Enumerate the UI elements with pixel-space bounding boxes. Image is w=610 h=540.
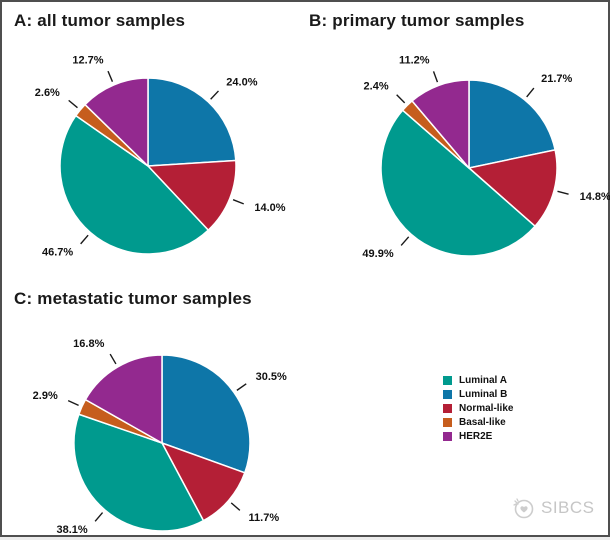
leader-tick [67,399,79,406]
legend-label: Luminal A [459,375,507,386]
slice-label: 2.6% [35,87,60,99]
slice-label: 16.8% [73,338,104,350]
pie-slice-luminal-b [161,354,251,474]
slice-label: 11.7% [249,512,280,524]
panel-a-title: A: all tumor samples [14,11,186,30]
sibcs-logo-icon [513,498,534,519]
pie-slice-her2e [84,354,163,444]
leader-tick [236,383,247,391]
leader-tick [107,70,114,82]
leader-tick [94,512,104,522]
pie-slice-normal-like [161,442,246,522]
leader-tick [232,199,244,205]
pie-slice-her2e [411,79,470,169]
pie-slice-normal-like [468,149,558,227]
legend-swatch-basal-like [443,418,452,427]
legend-item: Luminal B [443,389,513,400]
slice-label: 14.0% [254,202,285,214]
legend-label: Normal-like [459,403,514,414]
legend-swatch-her2e [443,432,452,441]
slice-label: 12.7% [72,55,103,67]
slice-label: 21.7% [541,73,572,85]
leader-tick [400,236,410,246]
leader-tick [526,87,535,98]
leader-tick [68,99,78,109]
watermark: SIBCS [511,496,595,520]
legend-label: HER2E [459,431,493,442]
leader-tick [230,502,241,511]
slice-label: 14.8% [580,191,610,203]
watermark-text: SIBCS [541,498,595,517]
pie-slice-her2e [84,77,149,167]
leader-tick [432,71,439,83]
slice-label: 38.1% [57,524,88,536]
leader-tick [557,190,569,195]
pie-slice-luminal-a [73,413,205,532]
slice-label: 30.5% [256,371,287,383]
legend-swatch-luminal-b [443,390,452,399]
leader-tick [109,353,117,365]
slice-label: 49.9% [362,248,393,260]
pie-slice-luminal-a [59,114,209,255]
legend-label: Luminal B [459,389,508,400]
leader-tick [210,90,219,100]
legend-item: Luminal A [443,375,513,386]
pie-slice-luminal-b [468,79,556,169]
leader-tick [396,94,406,104]
legend-item: Normal-like [443,403,514,414]
slice-label: 11.2% [399,55,430,67]
legend: Luminal A Luminal B Normal-like Basal-li… [443,375,514,442]
slice-label: 2.4% [364,81,389,93]
panel-c-title: C: metastatic tumor samples [14,289,252,308]
panel-b-title: B: primary tumor samples [309,11,525,30]
slice-label: 24.0% [226,77,257,89]
legend-label: Basal-like [459,417,506,428]
pie-slice-luminal-a [380,109,536,257]
legend-swatch-normal-like [443,404,452,413]
leader-tick [80,234,89,245]
pie-slice-normal-like [147,159,237,231]
slice-label: 46.7% [42,247,73,259]
legend-item: HER2E [443,431,513,442]
slice-label: 2.9% [33,390,58,402]
legend-swatch-luminal-a [443,376,452,385]
pie-slice-luminal-b [147,77,237,167]
legend-item: Basal-like [443,417,513,428]
